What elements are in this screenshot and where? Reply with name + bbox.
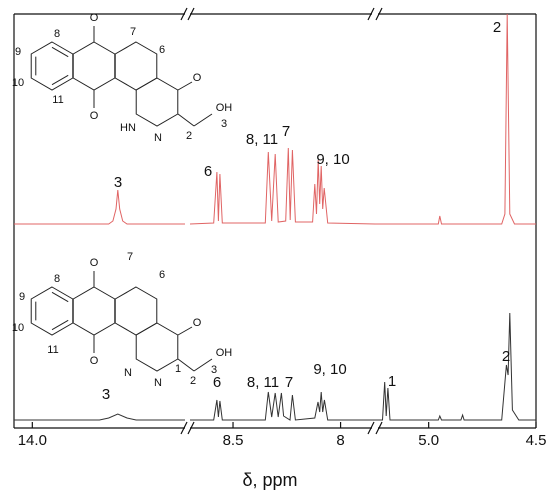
atom-number: 9 <box>15 46 21 58</box>
atom-label: O <box>90 110 99 122</box>
peak-label: 8, 11 <box>247 374 279 391</box>
peak-label: 2 <box>493 19 501 36</box>
atom-number: 11 <box>52 94 63 106</box>
atom-label: N <box>124 367 132 379</box>
peak-label: 6 <box>213 374 221 391</box>
axis-break <box>180 7 188 21</box>
atom-number: 3 <box>221 118 227 130</box>
peak-label: 8, 11 <box>246 131 278 148</box>
peak-label: 3 <box>102 386 110 403</box>
axis-break <box>187 421 195 435</box>
peak-label: 2 <box>502 348 510 365</box>
atom-number: 8 <box>54 28 60 40</box>
atom-label: O <box>193 72 202 84</box>
x-tick-label: 8.5 <box>223 432 244 449</box>
bond <box>193 358 213 372</box>
x-tick-label: 8 <box>336 432 344 449</box>
atom-label: HN <box>120 122 136 134</box>
atom-label: OH <box>216 102 233 114</box>
atom-label: N <box>154 132 162 144</box>
atom-number: 6 <box>159 269 165 281</box>
atom-number: 7 <box>130 26 136 38</box>
ring <box>114 286 158 336</box>
atom-number: 1 <box>175 363 181 375</box>
atom-number: 6 <box>159 44 165 56</box>
x-tick-label: 14.0 <box>18 432 47 449</box>
atom-number: 10 <box>12 77 24 89</box>
ring <box>72 41 116 91</box>
atom-number: 3 <box>211 364 217 376</box>
atom-number: 11 <box>47 344 58 356</box>
peak-label: 9, 10 <box>313 361 346 378</box>
spectrum-line <box>14 13 536 225</box>
axis-break <box>375 7 383 21</box>
bond <box>177 326 193 336</box>
axis-break <box>367 7 375 21</box>
atom-number: 8 <box>54 273 60 285</box>
axis-break <box>180 421 188 435</box>
bond <box>51 291 69 303</box>
axis-break <box>375 421 383 435</box>
atom-label: O <box>90 257 99 269</box>
bond <box>51 74 69 86</box>
atom-number: 9 <box>19 291 25 303</box>
spectrum-line <box>14 312 536 421</box>
atom-label: N <box>154 377 162 389</box>
peak-label: 7 <box>282 123 290 140</box>
atom-number: 10 <box>12 322 24 334</box>
atom-label: OH <box>216 347 233 359</box>
ring <box>135 77 179 127</box>
ring <box>72 286 116 336</box>
bond <box>177 113 195 127</box>
x-axis-label: δ, ppm <box>242 470 297 490</box>
bond <box>177 81 193 91</box>
peak-label: 1 <box>388 373 396 390</box>
atom-label: O <box>90 355 99 367</box>
ring <box>135 322 179 372</box>
bond <box>177 358 195 372</box>
axis-break <box>367 421 375 435</box>
atom-number: 2 <box>186 130 192 142</box>
structure: O O O HN N OH 8 7 6 9 10 11 2 3 <box>12 12 232 144</box>
atom-number: 7 <box>127 251 133 263</box>
atom-label: O <box>90 12 99 24</box>
bond <box>51 46 69 58</box>
atom-label: O <box>193 317 202 329</box>
peak-label: 7 <box>285 374 293 391</box>
axis-break <box>187 7 195 21</box>
bond <box>51 319 69 331</box>
peak-label: 9, 10 <box>316 151 349 168</box>
peak-label: 6 <box>204 163 212 180</box>
ring <box>30 41 74 91</box>
ring <box>114 41 158 91</box>
peak-label: 3 <box>114 174 122 191</box>
x-tick-label: 5.0 <box>418 432 439 449</box>
ring <box>30 286 74 336</box>
atom-number: 2 <box>190 375 196 387</box>
bond <box>193 113 213 127</box>
x-tick-label: 4.5 <box>526 432 547 449</box>
